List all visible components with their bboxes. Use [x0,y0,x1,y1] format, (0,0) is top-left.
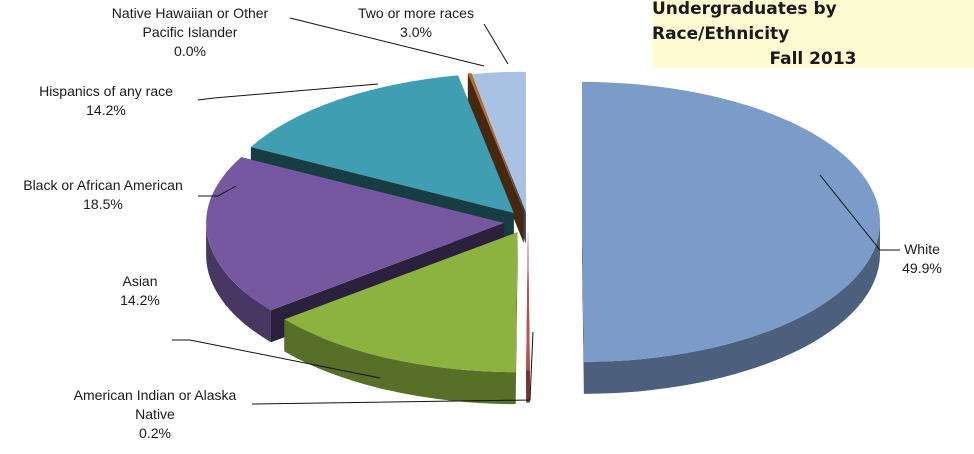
chart-title-line-2: Fall 2013 [769,48,857,69]
slice-percent-2: 14.2% [120,292,160,308]
pie-slice-side [526,370,530,403]
leader-line-5 [289,17,485,67]
pie-slice-wall [471,73,524,243]
pie-slice-wall [581,221,584,394]
leader-line-6 [483,23,509,65]
slice-percent-3: 18.5% [83,196,123,212]
pie-slice-side [206,223,271,343]
pie-slice-side [284,319,516,405]
leader-line-0 [819,174,900,251]
leader-line-4 [197,83,379,101]
pie-slice-top [581,81,880,362]
slice-label-5: Pacific Islander [143,24,238,40]
pie-slice-side [583,221,880,394]
pie-slice-2 [284,232,518,405]
pie-slice-5 [467,73,524,243]
slice-percent-4: 14.2% [86,102,126,118]
chart-title: Undergraduates by Race/Ethnicity Fall 20… [652,0,974,69]
slice-label-6: Two or more races [358,5,474,21]
slice-label-1: American Indian or Alaska [74,387,237,403]
slice-label-3: Black or African American [23,177,183,193]
slice-percent-6: 3.0% [400,24,432,40]
slice-label-0: White [904,241,940,257]
pie-slice-top [250,75,514,213]
slice-label-1: Native [135,406,175,422]
leader-line-2 [172,339,381,379]
slice-label-5: Native Hawaiian or Other [112,5,269,21]
slice-label-2: Asian [122,273,157,289]
leader-line-1 [251,331,534,405]
pie-slice-top [206,157,505,311]
slice-label-4: Hispanics of any race [39,83,173,99]
pie-slice-top [467,73,524,211]
slice-percent-5: 0.0% [174,43,206,59]
pie-slice-top [526,230,530,371]
slice-percent-1: 0.2% [139,425,171,441]
pie-slice-1 [526,230,530,403]
pie-slice-wall [515,232,518,405]
pie-slice-0 [581,81,880,394]
leader-line-3 [198,185,237,197]
chart-title-line-1: Undergraduates by Race/Ethnicity [652,0,837,44]
slice-percent-0: 49.9% [902,260,942,276]
pie-slice-top [284,232,518,373]
